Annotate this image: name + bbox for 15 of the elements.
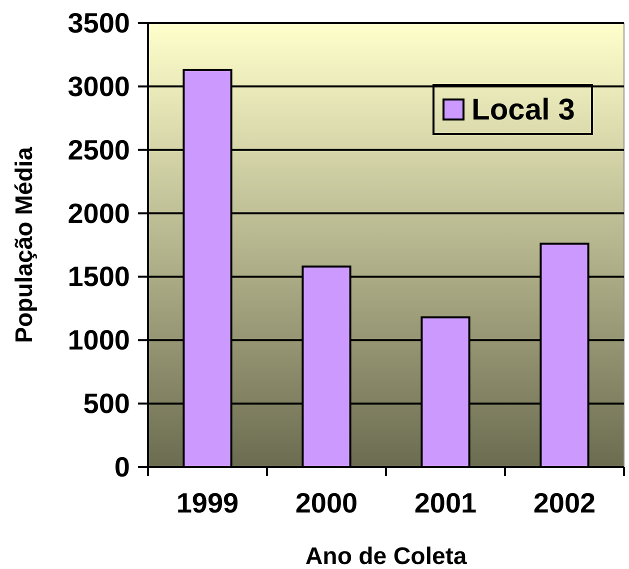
x-tick-label: 2000 xyxy=(295,488,358,518)
x-tick-label: 1999 xyxy=(176,488,239,518)
x-axis-title: Ano de Coleta xyxy=(305,542,468,569)
y-tick-label: 0 xyxy=(114,452,130,482)
y-tick-label: 3000 xyxy=(68,70,130,102)
y-tick-label: 3500 xyxy=(68,8,130,38)
x-tick-label: 2002 xyxy=(533,488,596,518)
y-axis-title: População Média xyxy=(10,146,38,344)
y-tick-label: 2000 xyxy=(68,198,130,229)
y-tick-label: 500 xyxy=(83,388,130,420)
y-tick-label: 2500 xyxy=(68,134,130,166)
y-tick-label: 1000 xyxy=(68,324,130,356)
legend-label: Local 3 xyxy=(472,93,575,126)
y-tick-label: 1500 xyxy=(68,261,130,292)
x-tick-label: 2001 xyxy=(414,488,477,518)
